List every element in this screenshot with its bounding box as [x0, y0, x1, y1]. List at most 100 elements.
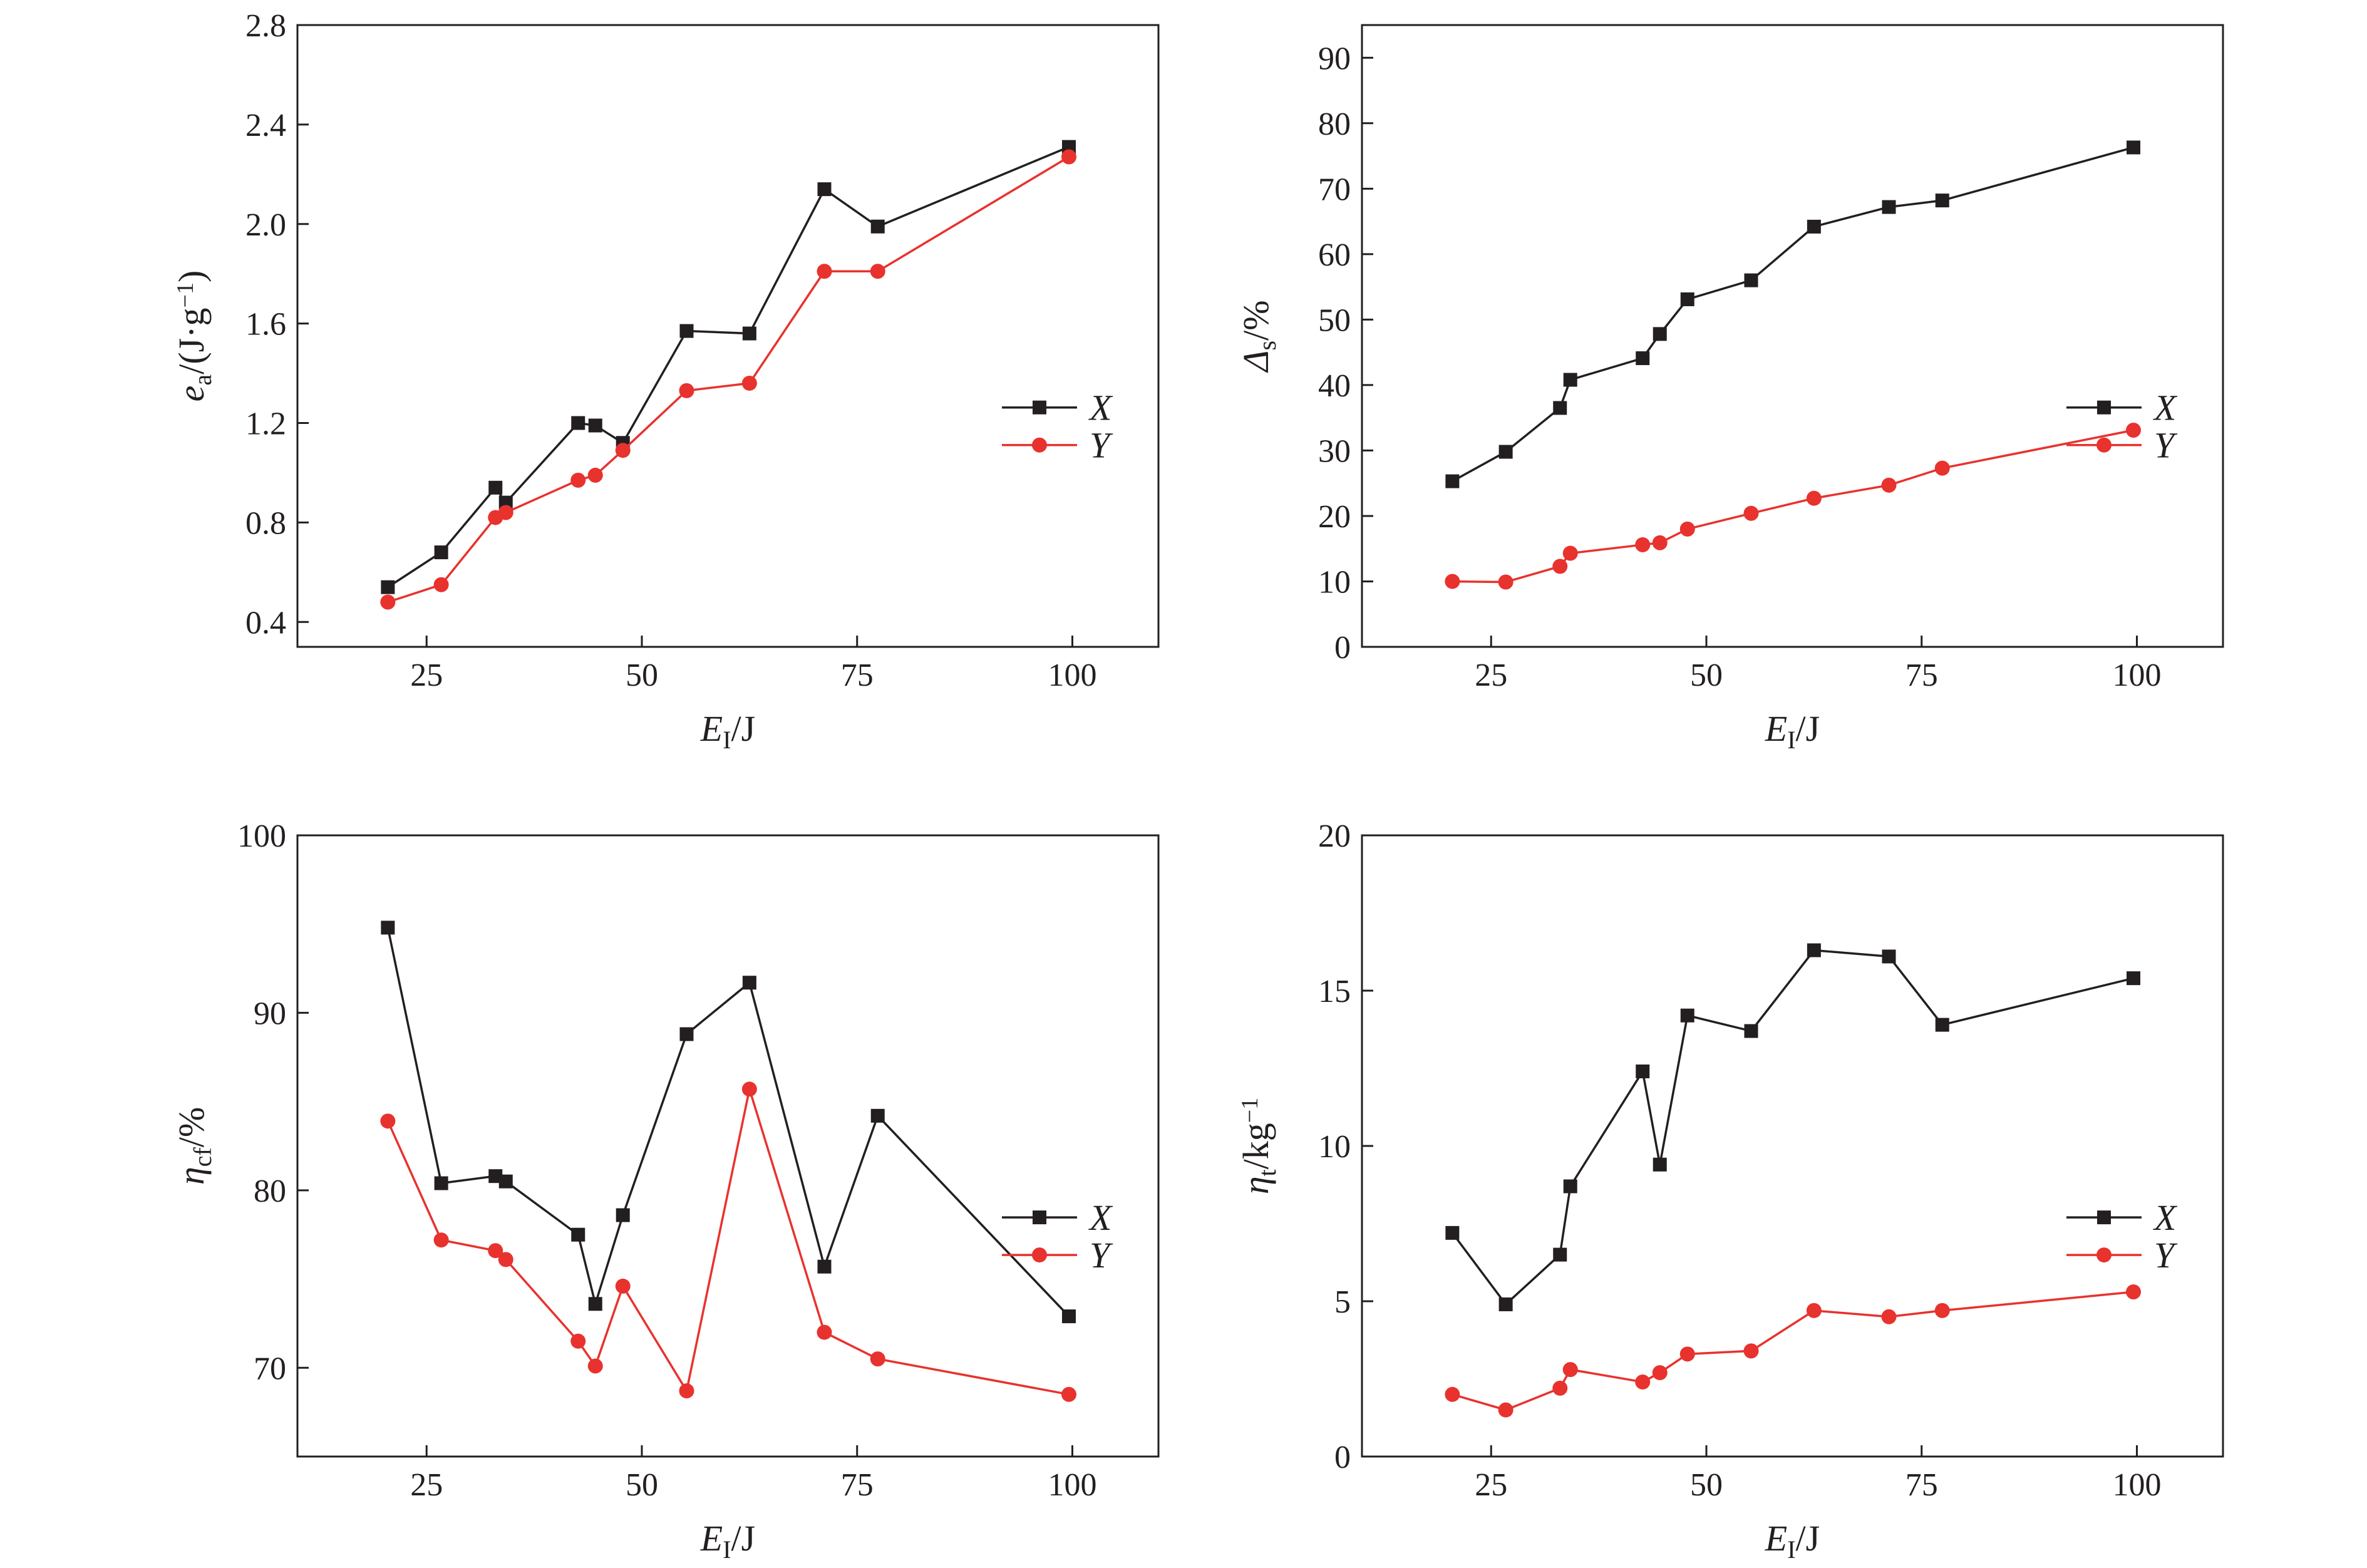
data-point-x	[488, 480, 503, 495]
data-point-x	[1935, 193, 1949, 208]
data-point-x	[817, 1259, 832, 1274]
data-point-y	[741, 375, 757, 391]
data-point-x	[870, 219, 885, 234]
data-point-y	[679, 1383, 694, 1399]
data-point-y	[615, 443, 631, 458]
y-tick-label: 70	[1318, 172, 1351, 207]
data-point-x	[1636, 351, 1650, 366]
data-point-y	[488, 1243, 503, 1259]
data-point-x	[679, 324, 694, 338]
plot-frame	[296, 24, 1160, 648]
data-point-x	[434, 545, 448, 560]
data-point-y	[679, 383, 694, 398]
data-point-y	[1679, 521, 1695, 537]
y-tick-label: 20	[1318, 818, 1351, 854]
data-point-y	[615, 1278, 631, 1294]
data-point-x	[1680, 292, 1694, 306]
chart-panel-eta-cf: 25 50 75 100 70 80 90 100 EI/J ηcf/% XY	[171, 818, 1160, 1564]
data-point-y	[817, 1324, 832, 1340]
x-tick-label: 25	[1475, 1467, 1507, 1503]
data-point-y	[1061, 149, 1076, 165]
data-point-x	[1445, 1225, 1460, 1240]
data-point-y	[870, 1351, 885, 1367]
legend-marker-y	[2096, 437, 2112, 453]
data-point-y	[2126, 423, 2141, 438]
y-tick-label: 70	[254, 1351, 286, 1386]
data-point-x	[1680, 1008, 1694, 1023]
x-axis-title: EI/J	[1765, 1518, 1820, 1564]
legend-label-y: Y	[1090, 425, 1113, 466]
data-point-y	[1061, 1386, 1076, 1402]
x-tick-label: 25	[1475, 658, 1507, 693]
y-tick-label: 5	[1334, 1284, 1351, 1320]
data-point-x	[817, 182, 832, 197]
legend-marker-x	[2097, 1210, 2111, 1225]
data-point-x	[1653, 327, 1667, 341]
data-point-y	[1635, 537, 1651, 552]
data-point-y	[587, 467, 603, 483]
data-point-x	[1807, 943, 1821, 957]
y-tick-label: 40	[1318, 368, 1351, 404]
data-point-y	[817, 264, 832, 279]
x-tick-label: 100	[1048, 658, 1097, 693]
y-tick-label: 60	[1318, 237, 1351, 273]
data-point-y	[1743, 1343, 1759, 1359]
data-point-y	[1498, 1402, 1514, 1418]
data-point-x	[1498, 445, 1513, 459]
data-point-x	[616, 1208, 630, 1222]
y-axis-title: Δs/%	[1235, 300, 1281, 373]
data-point-y	[1679, 1346, 1695, 1362]
data-point-x	[1553, 401, 1567, 415]
data-point-y	[1498, 574, 1514, 590]
chart-panel-eta-t: 25 50 75 100 0 5 10 15 20 EI/J ηt/kg−1 XY	[1235, 818, 2224, 1564]
data-point-x	[1445, 474, 1460, 488]
x-axis-title: EI/J	[1765, 708, 1820, 754]
data-point-x	[1563, 1179, 1577, 1194]
data-point-y	[1445, 1386, 1460, 1402]
x-axis-title: EI/J	[700, 708, 755, 754]
y-axis-title: ηcf/%	[171, 1107, 217, 1185]
legend-label-y: Y	[2154, 1235, 2178, 1276]
data-point-x	[1882, 200, 1896, 214]
y-tick-label: 20	[1318, 499, 1351, 535]
x-tick-label: 75	[841, 658, 874, 693]
data-point-y	[741, 1081, 757, 1097]
y-tick-label: 0	[1334, 630, 1351, 666]
data-point-x	[679, 1027, 694, 1041]
y-tick-label: 15	[1318, 974, 1351, 1009]
data-point-y	[1881, 477, 1897, 493]
data-point-x	[1882, 949, 1896, 964]
y-axis-title: ηt/kg−1	[1235, 1098, 1281, 1194]
x-tick-label: 50	[1690, 658, 1723, 693]
legend-marker-x	[1033, 400, 1046, 415]
data-point-x	[2127, 140, 2140, 155]
series-line-y	[386, 1088, 1070, 1396]
data-point-x	[1744, 1024, 1758, 1038]
series-line-y	[1452, 429, 2134, 584]
y-axis-title: ea/(J·g−1)	[171, 271, 217, 402]
data-point-y	[1743, 505, 1759, 521]
data-point-x	[588, 418, 602, 433]
x-tick-label: 50	[1690, 1467, 1723, 1503]
data-point-y	[498, 505, 513, 520]
series-line-y	[387, 156, 1070, 604]
series-line-x	[386, 927, 1070, 1318]
data-point-y	[1881, 1309, 1897, 1324]
data-point-x	[498, 1174, 513, 1189]
legend-marker-x	[1033, 1210, 1046, 1225]
data-point-x	[588, 1297, 602, 1311]
data-point-y	[1652, 535, 1668, 550]
data-point-y	[1552, 559, 1568, 574]
x-axis-title: EI/J	[700, 1518, 755, 1564]
data-point-y	[380, 1113, 396, 1129]
series-line-x	[1451, 949, 2134, 1306]
data-point-y	[2126, 1284, 2141, 1300]
data-point-x	[1744, 273, 1758, 287]
x-tick-label: 75	[1905, 658, 1938, 693]
data-point-x	[1807, 219, 1821, 234]
legend-marker-y	[2096, 1247, 2112, 1263]
legend-label-x: X	[2153, 388, 2178, 428]
data-point-x	[571, 416, 585, 430]
y-tick-label: 2.0	[245, 207, 286, 243]
